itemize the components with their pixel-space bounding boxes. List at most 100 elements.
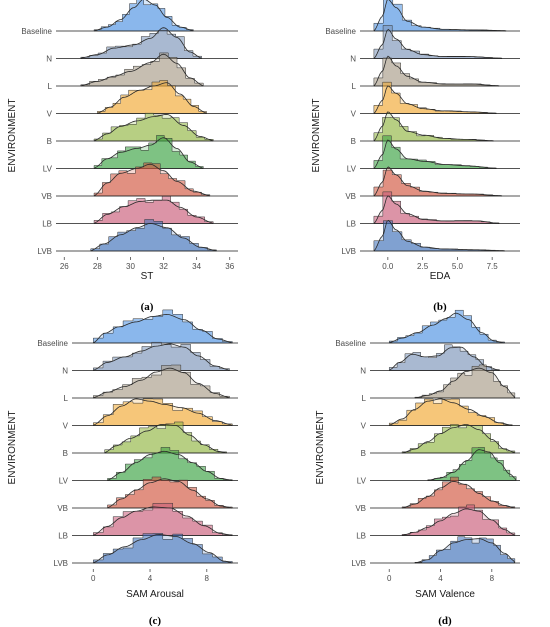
- ridge-B: [72, 421, 238, 454]
- density-line-B: [373, 111, 494, 142]
- histogram-LVB: [90, 219, 217, 252]
- density-line-V: [389, 398, 513, 426]
- x-tick-label-0: 0: [91, 574, 96, 583]
- ridge-N: [56, 27, 238, 59]
- density-line-V: [93, 398, 233, 426]
- y-tick-label-V: V: [63, 422, 69, 431]
- y-axis-title: ENVIRONMENT: [315, 411, 326, 485]
- y-tick-label-VB: VB: [57, 504, 68, 513]
- y-tick-label-LB: LB: [58, 532, 68, 541]
- ridge-LV: [370, 447, 520, 481]
- y-tick-label-V: V: [361, 422, 367, 431]
- density-line-B: [93, 113, 214, 142]
- x-tick-label-2: 5.0: [452, 262, 464, 271]
- y-tick-label-V: V: [351, 110, 357, 119]
- density-line-LB: [401, 508, 516, 536]
- ridge-L: [72, 364, 238, 399]
- density-line-VB: [401, 481, 515, 509]
- density-line-LV: [93, 137, 204, 169]
- ridge-L: [56, 52, 238, 87]
- histogram-LV: [107, 447, 233, 481]
- density-line-Baseline: [373, 0, 507, 32]
- histogram-Baseline: [93, 0, 194, 32]
- density-line-VB: [93, 163, 211, 197]
- histogram-VB: [107, 476, 233, 509]
- density-line-LVB: [93, 534, 233, 564]
- panel-caption: (c): [149, 615, 162, 627]
- ridge-L: [360, 55, 520, 87]
- histogram-LVB: [93, 533, 233, 564]
- ridge-N: [72, 341, 238, 371]
- histogram-N: [80, 30, 202, 59]
- panel-caption: (b): [433, 301, 447, 313]
- density-line-LV: [373, 139, 497, 169]
- ridge-V: [72, 398, 238, 426]
- ridge-N: [370, 344, 520, 371]
- histogram-LB: [401, 504, 516, 536]
- ridge-Baseline: [72, 309, 238, 344]
- histogram-V: [388, 398, 513, 426]
- y-tick-label-N: N: [350, 55, 356, 64]
- histogram-LVB: [373, 220, 505, 252]
- x-tick-label-0: 0: [387, 574, 392, 583]
- histogram-L: [414, 364, 516, 399]
- y-axis-title: ENVIRONMENT: [311, 99, 322, 173]
- y-axis-title: ENVIRONMENT: [7, 99, 18, 173]
- x-tick-label-5: 36: [225, 262, 234, 271]
- density-line-LV: [427, 449, 517, 481]
- ridge-LV: [72, 447, 238, 481]
- ridge-Baseline: [360, 0, 520, 32]
- histogram-Baseline: [373, 0, 507, 32]
- y-tick-label-LVB: LVB: [37, 247, 52, 256]
- x-tick-label-0: 26: [60, 262, 69, 271]
- density-line-LB: [373, 195, 500, 224]
- ridge-LB: [370, 504, 520, 536]
- x-tick-label-4: 34: [192, 262, 201, 271]
- x-tick-label-1: 2.5: [417, 262, 429, 271]
- histogram-N: [93, 341, 230, 371]
- y-tick-label-B: B: [47, 137, 52, 146]
- x-tick-label-1: 28: [93, 262, 102, 271]
- density-line-Baseline: [93, 314, 233, 344]
- density-line-L: [414, 367, 516, 399]
- histogram-LB: [93, 502, 233, 536]
- density-line-LB: [93, 506, 233, 536]
- density-line-B: [104, 424, 227, 454]
- y-tick-label-Baseline: Baseline: [37, 339, 68, 348]
- y-tick-label-L: L: [352, 82, 357, 91]
- ridge-LB: [360, 191, 520, 224]
- ridge-Baseline: [56, 0, 238, 32]
- density-line-N: [388, 346, 500, 371]
- density-line-B: [401, 424, 516, 454]
- y-tick-label-LB: LB: [42, 220, 52, 229]
- y-tick-label-LV: LV: [357, 477, 367, 486]
- panel-caption: (d): [438, 615, 452, 627]
- x-tick-label-2: 8: [490, 574, 495, 583]
- y-tick-label-LV: LV: [59, 477, 69, 486]
- ridge-LVB: [56, 219, 238, 252]
- y-tick-label-VB: VB: [345, 192, 356, 201]
- ridge-B: [56, 112, 238, 142]
- density-line-L: [80, 53, 204, 87]
- ridge-V: [370, 398, 520, 426]
- y-tick-label-LVB: LVB: [53, 559, 68, 568]
- histogram-V: [93, 398, 233, 426]
- y-tick-label-L: L: [48, 82, 53, 91]
- y-tick-label-Baseline: Baseline: [335, 339, 366, 348]
- y-tick-label-L: L: [64, 394, 69, 403]
- ridge-VB: [370, 476, 520, 509]
- density-line-L: [373, 55, 500, 87]
- histogram-B: [401, 424, 516, 454]
- histogram-Baseline: [93, 309, 233, 344]
- y-tick-label-LB: LB: [346, 220, 356, 229]
- density-line-LB: [93, 199, 214, 224]
- y-tick-label-Baseline: Baseline: [325, 27, 356, 36]
- y-tick-label-B: B: [361, 449, 366, 458]
- y-tick-label-N: N: [46, 55, 52, 64]
- x-tick-label-0: 0.0: [382, 262, 394, 271]
- histogram-B: [373, 117, 494, 142]
